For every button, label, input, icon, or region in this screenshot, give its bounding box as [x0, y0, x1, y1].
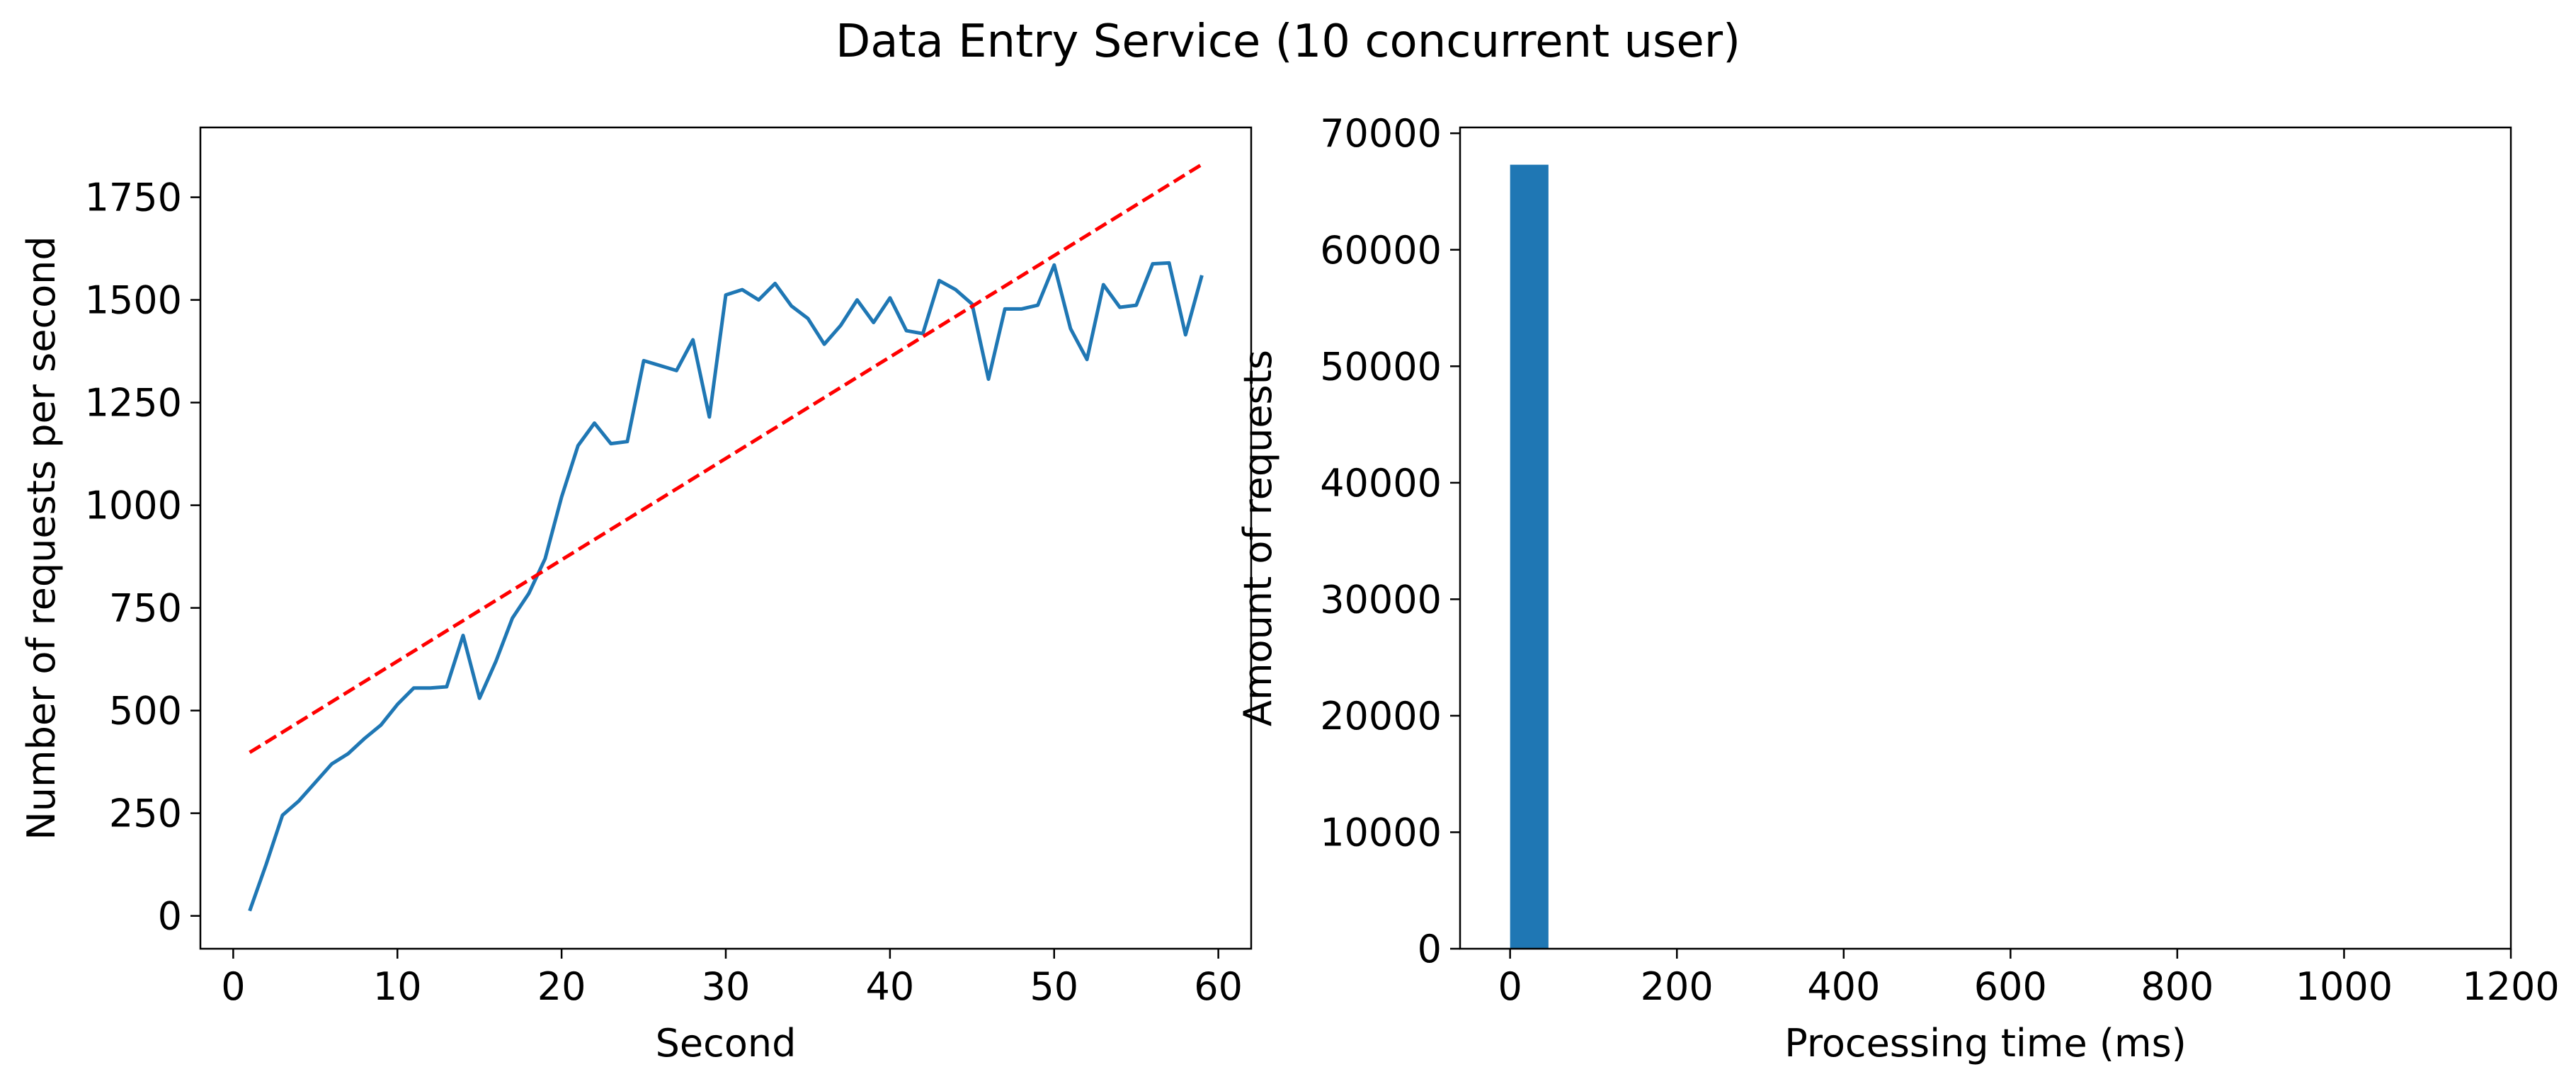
right-y-tick-label: 30000 [1320, 577, 1442, 622]
right-x-tick-label: 200 [1641, 964, 1714, 1009]
right-y-tick-label: 70000 [1320, 111, 1442, 156]
left-x-tick-label: 30 [702, 964, 751, 1009]
left-chart: 0 10 20 30 40 50 60 0 250 500 750 1000 1250 1500 1750 S… [19, 126, 1253, 1066]
left-x-tick-label: 20 [537, 964, 586, 1009]
left-y-tick-label: 500 [109, 689, 182, 733]
right-x-tick-label: 0 [1498, 964, 1522, 1009]
right-y-tick-label: 40000 [1320, 461, 1442, 506]
figure-title: Data Entry Service (10 concurrent user) [835, 16, 1741, 68]
left-x-tick-label: 40 [866, 964, 915, 1009]
left-y-axis-label: Number of requests per second [19, 236, 64, 840]
left-y-tick-label: 250 [109, 792, 182, 836]
right-plot-frame [1459, 126, 2512, 950]
right-x-tick-label: 1000 [2296, 964, 2393, 1009]
requests-per-second-line [248, 261, 1204, 912]
left-y-tick-label: 1500 [85, 278, 182, 323]
left-y-tick-label: 1250 [85, 381, 182, 426]
trend-line-dashed [249, 163, 1203, 754]
left-x-tick-label: 10 [373, 964, 422, 1009]
right-y-tick-label: 0 [1418, 927, 1442, 971]
right-y-tick-label: 20000 [1320, 694, 1442, 738]
right-x-tick-label: 600 [1974, 964, 2047, 1009]
right-y-tick-label: 60000 [1320, 228, 1442, 273]
left-x-tick-label: 60 [1194, 964, 1243, 1009]
left-y-tick-label: 0 [158, 894, 182, 939]
right-y-tick-label: 50000 [1320, 344, 1442, 389]
right-chart: 0 200 400 600 800 1000 1200 0 10000 20000 30000 400… [1236, 111, 2560, 1066]
left-x-tick-label: 50 [1030, 964, 1078, 1009]
right-x-axis-label: Processing time (ms) [1784, 1021, 2187, 1066]
left-x-axis-label: Second [656, 1021, 797, 1066]
histogram-bar [1510, 164, 1549, 949]
left-y-tick-label: 1750 [85, 176, 182, 220]
left-plot-frame [199, 126, 1253, 950]
right-x-tick-label: 1200 [2462, 964, 2559, 1009]
left-y-tick-label: 750 [109, 586, 182, 631]
right-y-tick-label: 10000 [1320, 810, 1442, 855]
right-x-tick-label: 800 [2141, 964, 2213, 1009]
left-x-tick-label: 0 [221, 964, 245, 1009]
right-y-axis-label: Amount of requests [1236, 350, 1280, 726]
left-y-tick-label: 1000 [85, 484, 182, 528]
right-x-tick-label: 400 [1807, 964, 1880, 1009]
